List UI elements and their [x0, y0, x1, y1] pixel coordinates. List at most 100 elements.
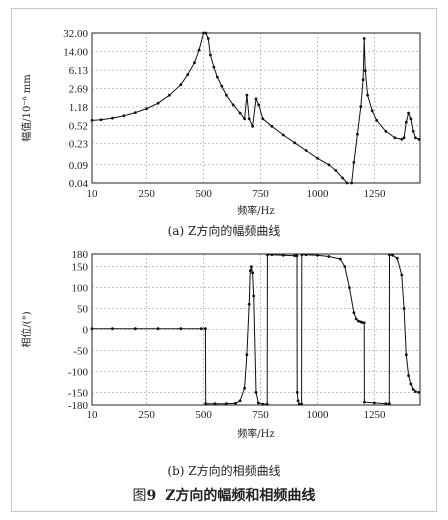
x-tick-label: 1250 [363, 188, 386, 200]
data-point [356, 132, 359, 136]
x-tick-label: 250 [138, 409, 155, 421]
data-point [341, 176, 344, 180]
data-point [304, 149, 308, 152]
data-point [304, 253, 308, 257]
data-point [202, 31, 206, 35]
figure-frame [11, 8, 437, 512]
y-tick-label: 50 [77, 304, 89, 316]
data-point [204, 327, 207, 331]
series-line-0 [91, 32, 420, 184]
data-point [402, 307, 406, 310]
data-point [400, 273, 404, 277]
data-point [352, 311, 356, 315]
data-point [206, 37, 210, 40]
data-point [363, 69, 367, 72]
data-point [395, 256, 399, 260]
y-tick-label: -150 [68, 387, 89, 399]
data-point [220, 84, 224, 88]
data-point [407, 111, 410, 115]
y-tick-label: 0.52 [69, 120, 88, 132]
data-point [245, 353, 249, 357]
data-point [297, 402, 301, 406]
data-point [363, 400, 366, 404]
x-tick-label: 1250 [363, 409, 386, 421]
data-point [204, 402, 208, 406]
y-tick-label: 14.00 [63, 47, 88, 59]
data-point [145, 107, 149, 110]
data-point [266, 253, 269, 257]
data-point [133, 327, 137, 331]
data-point [179, 327, 183, 331]
y-tick-label: -180 [68, 400, 89, 412]
data-point [90, 119, 94, 122]
data-point [179, 83, 183, 87]
data-point [362, 321, 366, 325]
x-tick-label: 250 [138, 188, 155, 200]
data-point [215, 75, 219, 79]
figure-caption-number: 9 [146, 488, 157, 504]
y-tick-label: 1.18 [69, 102, 89, 114]
data-point [197, 48, 201, 52]
data-point [404, 120, 408, 124]
data-point [243, 117, 247, 121]
caption-b: (b) Z方向的相频曲线 [167, 464, 281, 478]
data-point [156, 101, 160, 105]
data-point [243, 386, 247, 390]
data-point [384, 402, 388, 406]
data-point [225, 402, 228, 406]
x-tick-label: 750 [252, 409, 269, 421]
y-tick-label: 180 [72, 249, 89, 261]
data-point [251, 124, 255, 128]
data-point [238, 111, 242, 115]
y-tick-label: 150 [72, 262, 89, 274]
data-point [366, 93, 369, 97]
data-point [261, 117, 265, 121]
data-point [111, 327, 114, 331]
data-point [252, 294, 256, 298]
y-axis-title: 相位/(°) [20, 311, 33, 347]
data-point [250, 265, 253, 268]
data-point [343, 265, 347, 268]
data-point [204, 31, 208, 35]
data-point [352, 161, 356, 164]
x-tick-label: 10 [87, 409, 99, 421]
y-axis-title: 幅值/10⁻⁶ mm [20, 74, 33, 142]
data-point [316, 253, 319, 257]
data-point [348, 286, 351, 289]
data-point [327, 163, 331, 167]
x-tick-label: 750 [252, 188, 269, 200]
data-point [384, 129, 388, 133]
data-point [293, 141, 297, 145]
x-tick-label: 10 [87, 188, 99, 200]
data-point [375, 119, 379, 122]
data-point [357, 319, 360, 323]
data-point [411, 388, 415, 391]
data-point [281, 253, 285, 257]
figure-caption-text: Z方向的幅频和相频曲线 [165, 488, 316, 504]
data-point [295, 254, 299, 258]
x-axis-title: 频率/Hz [237, 427, 274, 440]
data-point [404, 353, 408, 357]
y-tick-label: 0.09 [69, 160, 89, 172]
data-point [254, 391, 258, 394]
data-point [248, 269, 252, 273]
data-point [156, 327, 160, 331]
data-point [256, 401, 260, 405]
x-axis-title: 频率/Hz [237, 204, 274, 217]
data-point [238, 399, 242, 403]
data-point [231, 103, 235, 107]
data-point [409, 382, 413, 386]
data-point [370, 109, 374, 113]
caption-a: (a) Z方向的幅频曲线 [167, 224, 281, 238]
y-tick-label: 100 [72, 283, 89, 295]
data-point [254, 97, 258, 101]
data-point [400, 137, 404, 141]
data-point [257, 103, 261, 107]
x-tick-label: 500 [195, 188, 212, 200]
y-tick-label: 32.00 [63, 28, 88, 40]
y-tick-label: 0.04 [69, 178, 89, 190]
data-point [122, 114, 126, 118]
y-tick-label: 6.13 [69, 65, 89, 77]
data-point [393, 136, 397, 140]
